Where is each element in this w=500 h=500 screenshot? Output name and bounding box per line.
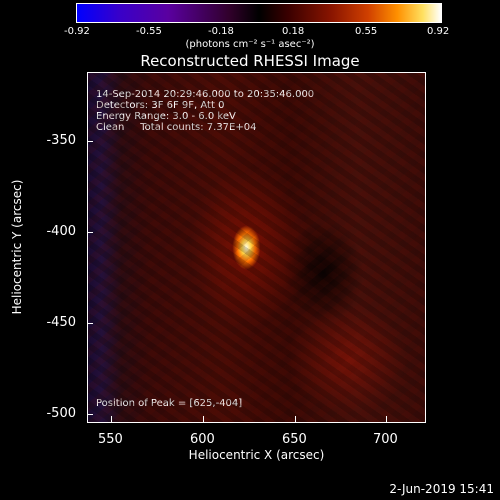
x-tick-mark [111,416,112,422]
colorbar-tick: 0.55 [355,26,378,37]
colorbar-units: (photons cm⁻² s⁻¹ asec⁻²) [185,39,315,50]
colorbar-tick: 0.18 [282,26,305,37]
y-tick-mark [87,414,93,415]
colorbar-tick: -0.92 [64,26,90,37]
peak-position: Position of Peak = [625,-404] [96,398,243,409]
x-tick-label: 700 [373,432,398,447]
x-tick-mark [295,416,296,422]
render-date: 2-Jun-2019 15:41 [389,482,494,496]
x-tick-label: 600 [190,432,215,447]
energy-range: Energy Range: 3.0 - 6.0 keV [96,111,236,122]
image-title: Reconstructed RHESSI Image [140,52,360,70]
colorbar-tick: 0.92 [427,26,450,37]
y-tick-label: -450 [46,315,76,330]
colorbar-tick: -0.55 [136,26,162,37]
rhessi-image: 14-Sep-2014 20:29:46.000 to 20:35:46.000… [87,72,426,423]
x-tick-mark [386,416,387,422]
y-tick-mark [87,232,93,233]
method-info: Clean Total counts: 7.37E+04 [96,122,257,133]
y-tick-label: -500 [46,406,76,421]
y-tick-mark [87,141,93,142]
y-tick-label: -350 [46,133,76,148]
x-tick-label: 650 [282,432,307,447]
x-tick-label: 550 [98,432,123,447]
x-tick-mark [203,416,204,422]
colorbar [76,3,442,23]
time-range: 14-Sep-2014 20:29:46.000 to 20:35:46.000 [96,89,315,100]
detectors-info: Detectors: 3F 6F 9F, Att 0 [96,100,225,111]
colorbar-tick: -0.18 [208,26,234,37]
x-axis-label: Heliocentric X (arcsec) [188,448,325,462]
y-tick-label: -400 [46,224,76,239]
y-axis-label: Heliocentric Y (arcsec) [10,179,24,315]
y-tick-mark [87,323,93,324]
